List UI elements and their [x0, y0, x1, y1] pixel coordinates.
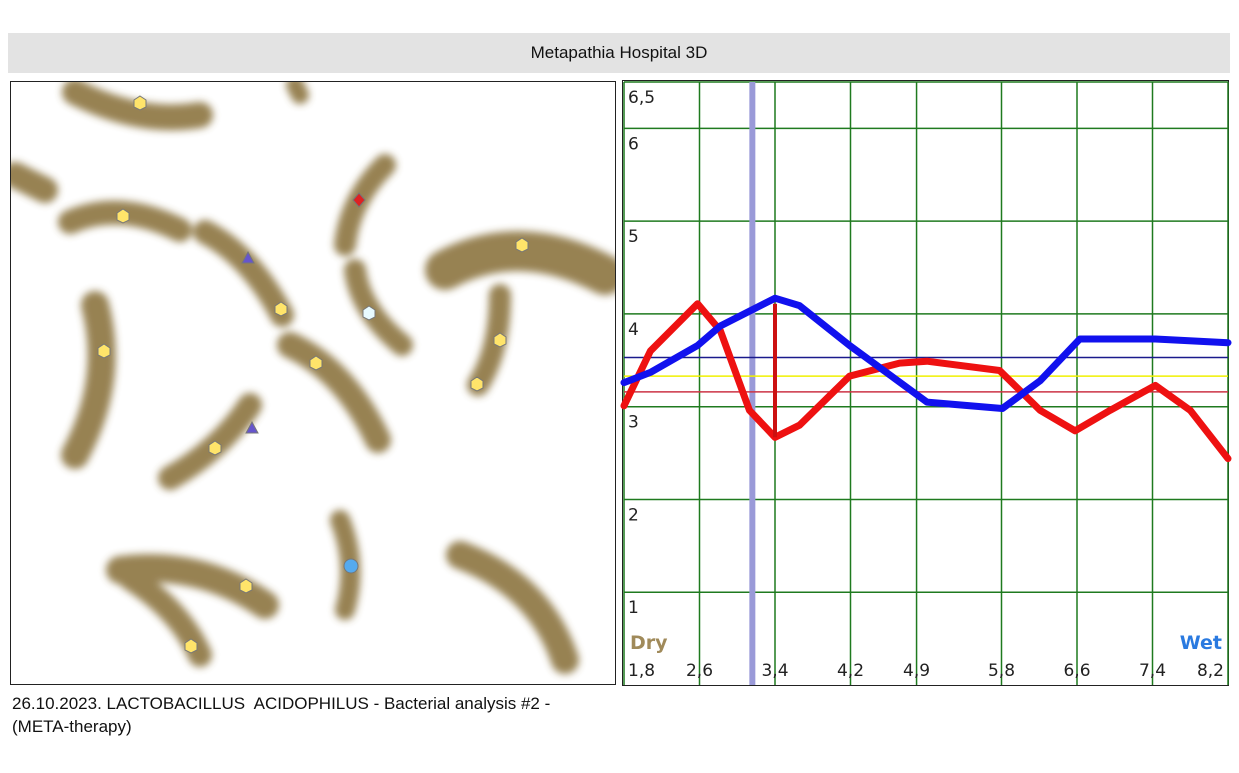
- y-tick-label: 4: [628, 320, 639, 340]
- x-tick-label: 4,2: [837, 661, 864, 681]
- x-tick-label: 5,8: [988, 661, 1015, 681]
- x-tick-label: 4,9: [903, 661, 930, 681]
- caption: 26.10.2023. LACTOBACILLUS ACIDOPHILUS - …: [12, 694, 555, 736]
- x-tick-label: 1,8: [628, 661, 655, 681]
- window-title: Metapathia Hospital 3D: [8, 33, 1230, 73]
- x-tick-label: 3,4: [761, 661, 788, 681]
- panels: 6,5 6 5 4 3 2 1 1,8 2,6 3,4 4,2 4,9 5,8 6,6 7,4 8,2 Dry W…: [10, 80, 1232, 686]
- y-tick-label: 2: [628, 505, 639, 525]
- x-tick-label: 8,2: [1197, 661, 1224, 681]
- x-tick-label: 2,6: [686, 661, 713, 681]
- x-tick-label: 6,6: [1063, 661, 1090, 681]
- wet-label: Wet: [1180, 632, 1222, 654]
- series-line: [620, 294, 1232, 412]
- series-line: [620, 300, 1232, 463]
- y-tick-label: 5: [628, 227, 639, 247]
- y-tick-label: 1: [628, 598, 639, 618]
- y-tick-label: 6: [628, 134, 639, 154]
- x-tick-label: 7,4: [1139, 661, 1166, 681]
- bacteria-image: [10, 81, 616, 685]
- ph-chart: 6,5 6 5 4 3 2 1 1,8 2,6 3,4 4,2 4,9 5,8 6,6 7,4 8,2 Dry W…: [620, 80, 1232, 686]
- y-tick-label: 6,5: [628, 88, 655, 108]
- y-tick-label: 3: [628, 413, 639, 433]
- dry-label: Dry: [630, 632, 668, 654]
